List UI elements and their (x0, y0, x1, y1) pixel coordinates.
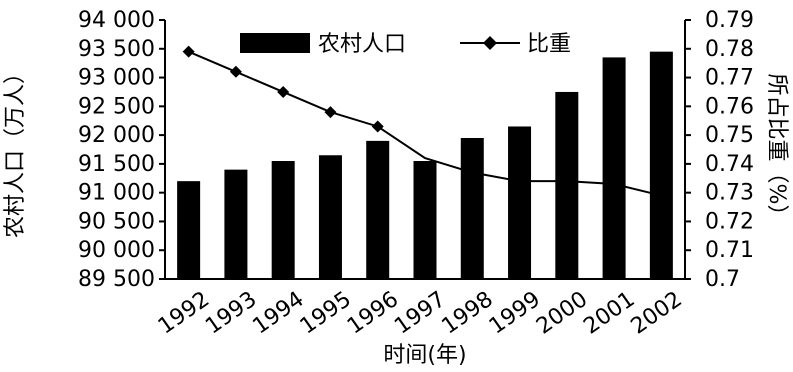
x-axis-title: 时间(年) (383, 343, 466, 368)
line-point-1994 (277, 85, 290, 98)
left-tick-label: 91 500 (78, 152, 155, 177)
left-tick-label: 90 000 (78, 238, 155, 263)
y-axis-right-title: 所占比重（%） (764, 74, 789, 227)
x-tick-label: 1993 (201, 287, 261, 340)
left-tick-label: 94 000 (78, 8, 155, 33)
x-tick-label: 1998 (438, 287, 498, 340)
line-path (188, 50, 662, 197)
left-tick-label: 89 500 (78, 267, 155, 292)
left-tick-labels: 89 500 90 000 90 500 91 000 91 500 92 000 92 5… (78, 8, 165, 292)
right-tick-label: 0.77 (705, 66, 754, 91)
x-tick-label: 1994 (248, 287, 308, 340)
x-tick-label: 2002 (627, 287, 687, 340)
bar-1998 (460, 137, 484, 279)
left-tick-label: 93 500 (78, 37, 155, 62)
right-tick-label: 0.7 (705, 267, 740, 292)
right-tick-label: 0.75 (705, 123, 754, 148)
right-tick-label: 0.74 (705, 152, 754, 177)
legend: 农村人口 比重 (240, 32, 571, 57)
bar-1992 (177, 181, 201, 279)
legend-bar-swatch (240, 33, 310, 53)
y-axis-left-title: 农村人口（万人） (3, 62, 28, 238)
x-tick-labels: 1992199319941995199619971998199920002001… (154, 287, 687, 340)
right-tick-label: 0.76 (705, 94, 754, 119)
right-tick-labels: 0.7 0.71 0.72 0.73 0.74 0.75 0.76 0.77 0.78 0.79 (685, 8, 754, 292)
x-tick-label: 1995 (296, 287, 356, 340)
bar-1996 (366, 140, 390, 279)
line-point-1995 (324, 106, 337, 119)
bar-2002 (649, 51, 673, 280)
right-tick-label: 0.72 (705, 209, 754, 234)
right-tick-label: 0.78 (705, 37, 754, 62)
legend-line-marker (483, 36, 497, 50)
bar-series (177, 51, 673, 280)
line-point-1996 (371, 120, 384, 133)
left-tick-label: 92 000 (78, 123, 155, 148)
right-tick-label: 0.79 (705, 8, 754, 33)
bar-1994 (271, 161, 295, 279)
left-tick-label: 92 500 (78, 94, 155, 119)
x-tick-label: 2000 (532, 287, 592, 340)
x-tick-label: 1996 (343, 287, 403, 340)
x-tick-label: 1992 (154, 287, 214, 340)
line-point-1992 (182, 45, 195, 58)
x-tick-label: 1999 (485, 287, 545, 340)
legend-bar-label: 农村人口 (318, 32, 406, 57)
bar-2001 (602, 57, 626, 280)
bar-1995 (318, 155, 342, 279)
left-tick-label: 93 000 (78, 66, 155, 91)
right-tick-label: 0.73 (705, 181, 754, 206)
right-tick-label: 0.71 (705, 238, 754, 263)
x-tick-label: 1997 (390, 287, 450, 340)
bar-1999 (508, 126, 532, 279)
bar-1997 (413, 161, 437, 279)
bar-2000 (555, 91, 579, 279)
line-point-1993 (229, 65, 242, 78)
line-series (182, 45, 662, 197)
x-tick-label: 2001 (579, 287, 639, 340)
legend-line-label: 比重 (527, 32, 571, 57)
left-tick-label: 91 000 (78, 181, 155, 206)
bar-1993 (224, 169, 248, 279)
left-tick-label: 90 500 (78, 209, 155, 234)
